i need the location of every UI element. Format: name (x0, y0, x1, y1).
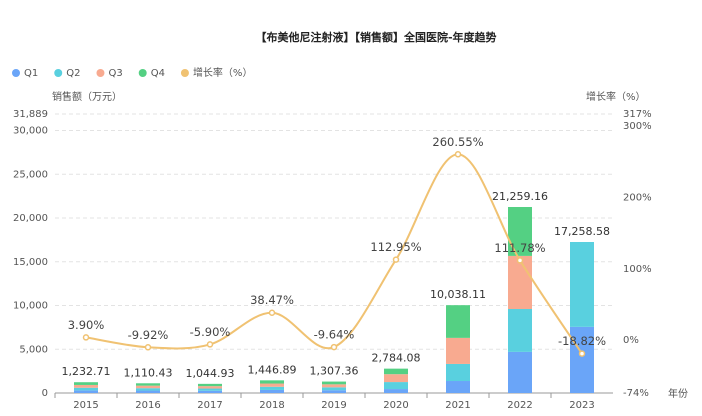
total-label: 1,446.89 (248, 363, 297, 376)
growth-label: 38.47% (250, 293, 294, 307)
growth-label: 112.95% (370, 240, 421, 254)
x-tick-label: 2018 (259, 400, 284, 411)
bar-segment (508, 351, 532, 393)
growth-label: 111.78% (494, 241, 545, 255)
y2-tick-label: 100% (623, 264, 652, 275)
chart-title: 【布美他尼注射液】【销售额】全国医院-年度趋势 (255, 30, 496, 44)
growth-point (206, 341, 214, 348)
bar-segment (74, 382, 98, 385)
y-tick-label: 31,889 (13, 109, 48, 120)
legend-marker (138, 69, 147, 77)
bar-segment (446, 363, 470, 382)
x-tick-label: 2020 (383, 400, 408, 411)
x-tick-label: 2023 (569, 400, 594, 411)
legend-marker (96, 69, 105, 77)
total-label: 1,044.93 (186, 367, 235, 380)
y-tick-label: 20,000 (13, 213, 48, 224)
y-tick-label: 30,000 (13, 126, 48, 137)
bar-segment (322, 387, 346, 391)
total-label: 1,307.36 (310, 365, 359, 378)
bar-segment (198, 390, 222, 393)
bar-segment (136, 390, 160, 393)
bar-segment (446, 305, 470, 338)
growth-line (85, 153, 583, 355)
bar-segment (198, 386, 222, 389)
y-tick-label: 0 (42, 388, 48, 399)
growth-point (392, 256, 400, 263)
total-label: 17,258.58 (554, 225, 610, 238)
x-tick-label: 2021 (445, 400, 470, 411)
total-label: 21,259.16 (492, 190, 548, 203)
bar-segment (384, 382, 408, 390)
legend-marker (54, 69, 63, 77)
total-label: 1,110.43 (124, 366, 173, 379)
x-tick-label: 2017 (197, 400, 222, 411)
bar-segment (322, 390, 346, 393)
legend-label: Q1 (24, 68, 38, 79)
growth-label: 260.55% (432, 135, 483, 149)
bar-segment (384, 368, 408, 375)
bar-segment (136, 388, 160, 391)
bar-segment (446, 381, 470, 393)
x-tick-label: 2016 (135, 400, 160, 411)
y2-tick-label: 0% (623, 335, 639, 346)
legend-label: Q2 (66, 68, 80, 79)
legend-marker (12, 69, 20, 77)
bar-segment (260, 389, 284, 393)
bar-segment (384, 374, 408, 383)
x-tick-label: 2019 (321, 400, 346, 411)
bar-segment (136, 383, 160, 386)
growth-point (268, 309, 276, 316)
legend-marker (180, 69, 189, 77)
total-label: 2,784.08 (372, 352, 421, 365)
y2-tick-label: 300% (623, 121, 652, 132)
growth-point (82, 334, 90, 341)
bar-segment (136, 385, 160, 389)
growth-label: -9.64% (314, 328, 355, 342)
growth-label: -18.82% (558, 334, 606, 348)
y2-tick-label: -74% (623, 388, 649, 399)
legend-label: 增长率（%） (193, 66, 253, 79)
total-label: 1,232.71 (62, 365, 111, 378)
growth-point (330, 343, 338, 351)
bar-segment (74, 384, 98, 388)
bar-segment (74, 390, 98, 393)
bar-segment (508, 309, 532, 352)
y-axis-label: 销售额（万元） (52, 90, 122, 103)
growth-label: -5.90% (190, 325, 231, 339)
y2-axis-label: 增长率（%） (586, 90, 646, 103)
bar-segment (198, 388, 222, 391)
growth-point (578, 350, 586, 357)
y-tick-label: 15,000 (13, 257, 48, 268)
x-axis-label: 年份 (668, 387, 688, 400)
bar-segment (322, 384, 346, 388)
growth-point (144, 344, 152, 351)
bar-segment (322, 381, 346, 385)
y-tick-label: 25,000 (13, 169, 48, 180)
y2-tick-label: 317% (623, 109, 652, 120)
bar-segment (260, 380, 284, 384)
growth-label: -9.92% (128, 328, 169, 342)
y-tick-label: 5,000 (19, 344, 48, 355)
bar-segment (570, 326, 594, 393)
bar-segment (570, 242, 594, 327)
bar-segment (74, 387, 98, 391)
growth-point (516, 257, 524, 264)
bar-segment (384, 389, 408, 393)
bar-segment (260, 386, 284, 390)
x-tick-label: 2015 (73, 400, 98, 411)
bar-segment (508, 255, 532, 310)
growth-point (454, 151, 462, 158)
legend-label: Q4 (151, 68, 165, 79)
bar-segment (260, 383, 284, 387)
y-tick-label: 10,000 (13, 301, 48, 312)
legend-label: Q3 (108, 68, 122, 79)
x-tick-label: 2022 (507, 400, 532, 411)
bar-segment (198, 383, 222, 387)
y2-tick-label: 200% (623, 192, 652, 203)
bar-segment (446, 337, 470, 364)
growth-label: 3.90% (68, 318, 105, 332)
total-label: 10,038.11 (430, 288, 486, 301)
